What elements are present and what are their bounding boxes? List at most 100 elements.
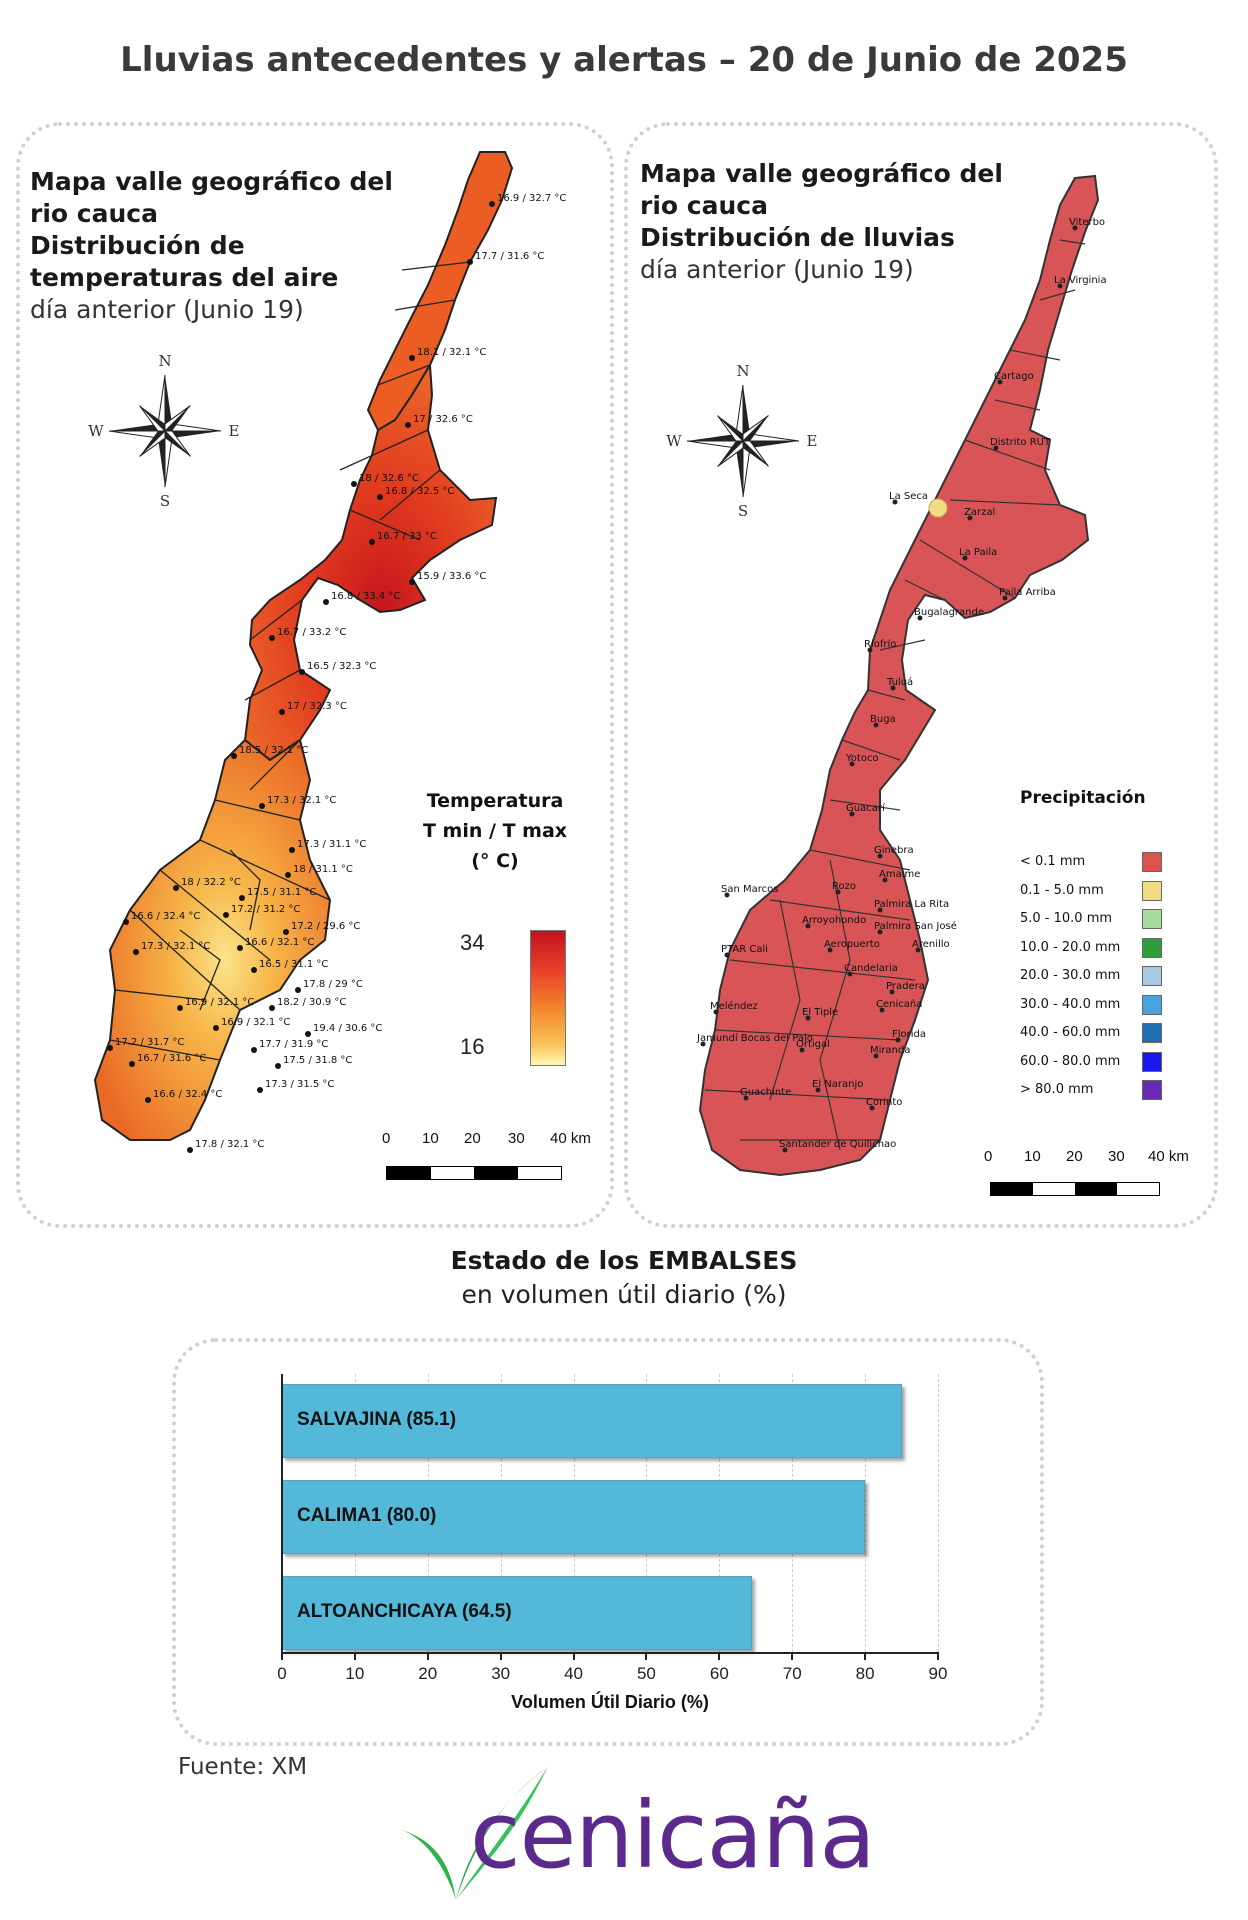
legend-swatch (1142, 966, 1162, 986)
temp-scale-bar (386, 1166, 562, 1180)
chart-x-tick-label: 0 (277, 1664, 287, 1683)
chart-x-tick-label: 60 (709, 1664, 729, 1683)
compass-e: E (229, 422, 240, 440)
scale-label: 30 (508, 1130, 525, 1147)
cenicana-logo-leaf-icon (402, 1766, 548, 1900)
compass-w: W (666, 432, 682, 450)
legend-item-label: > 80.0 mm (1020, 1082, 1094, 1097)
rain-title-line1: Mapa valle geográfico del (640, 159, 1003, 188)
temp-subtitle: día anterior (Junio 19) (30, 295, 304, 324)
scale-label: 10 (1024, 1148, 1041, 1165)
chart-x-tick-label: 70 (782, 1664, 802, 1683)
temperature-map-title: Mapa valle geográfico del rio cauca Dist… (30, 166, 410, 326)
compass-e: E (807, 432, 818, 450)
chart-x-tick (353, 1652, 356, 1660)
chart-x-tick-label: 50 (636, 1664, 656, 1683)
scale-label: 20 (464, 1130, 481, 1147)
rain-title-line3: Distribución de lluvias (640, 223, 955, 252)
temperature-legend-title: Temperatura T min / T max (° C) (420, 786, 570, 876)
cenicana-logo-text: cenicaña (470, 1782, 876, 1889)
temp-legend-max: 34 (460, 930, 485, 955)
temp-title-line1: Mapa valle geográfico del (30, 167, 393, 196)
rain-map-title: Mapa valle geográfico del rio cauca Dist… (640, 158, 1040, 286)
page-title: Lluvias antecedentes y alertas – 20 de J… (120, 40, 1128, 80)
reservoir-bar: CALIMA1 (80.0) (282, 1480, 866, 1554)
reservoir-bar-label: SALVAJINA (85.1) (297, 1409, 457, 1430)
legend-item-label: 10.0 - 20.0 mm (1020, 939, 1121, 955)
chart-x-tick (864, 1652, 867, 1660)
scale-label: 0 (382, 1130, 391, 1147)
scale-label: 30 (1108, 1148, 1125, 1165)
chart-x-tick-label: 40 (564, 1664, 583, 1683)
precipitation-legend-item: 20.0 - 30.0 mm (1020, 966, 1170, 986)
chart-gridline (938, 1374, 939, 1652)
legend-item-label: 30.0 - 40.0 mm (1020, 996, 1121, 1012)
legend-swatch (1142, 909, 1162, 929)
precipitation-legend-item: 10.0 - 20.0 mm (1020, 937, 1170, 958)
temp-legend-line2: T min / T max (422, 820, 568, 842)
chart-x-tick-label: 30 (491, 1664, 511, 1683)
chart-y-axis (281, 1374, 283, 1654)
legend-item-label: < 0.1 mm (1020, 854, 1086, 869)
temperature-map-panel (16, 122, 614, 1228)
chart-x-tick-label: 80 (855, 1664, 875, 1683)
precipitation-legend-title: Precipitación (1020, 788, 1146, 808)
precipitation-legend-item: < 0.1 mm (1020, 852, 1170, 872)
reservoir-subtitle: en volumen útil diario (%) (461, 1280, 787, 1309)
temp-legend-min: 16 (460, 1034, 485, 1059)
legend-swatch (1142, 1051, 1162, 1072)
chart-x-tick-label: 10 (345, 1664, 365, 1683)
legend-item-label: 0.1 - 5.0 mm (1020, 882, 1104, 898)
scale-label: 40 km (1148, 1148, 1189, 1165)
chart-x-tick (572, 1652, 575, 1660)
chart-x-tick (426, 1652, 429, 1660)
temp-legend-line3: (° C) (471, 850, 519, 872)
chart-x-axis (282, 1652, 937, 1654)
scale-label: 20 (1066, 1148, 1083, 1165)
precipitation-legend-item: 60.0 - 80.0 mm (1020, 1051, 1170, 1072)
compass-n: N (158, 352, 171, 370)
scale-label: 0 (984, 1148, 993, 1165)
scale-label: 40 km (550, 1130, 591, 1147)
legend-swatch (1142, 1023, 1162, 1043)
precipitation-legend-item: 0.1 - 5.0 mm (1020, 880, 1170, 901)
compass-rose-rain: N S E W (666, 362, 818, 520)
compass-s: S (738, 502, 748, 520)
temp-legend-line1: Temperatura (426, 790, 564, 812)
legend-swatch (1142, 1080, 1162, 1100)
precipitation-legend-item: > 80.0 mm (1020, 1080, 1170, 1100)
rain-title-line2: rio cauca (640, 191, 768, 220)
chart-x-tick (791, 1652, 794, 1660)
reservoir-bar-label: CALIMA1 (80.0) (297, 1505, 437, 1526)
legend-swatch (1142, 852, 1162, 872)
reservoir-chart-panel (172, 1338, 1044, 1746)
legend-item-label: 5.0 - 10.0 mm (1020, 911, 1113, 926)
chart-x-tick (937, 1652, 939, 1660)
legend-swatch (1142, 937, 1162, 958)
scale-label: 10 (422, 1130, 439, 1147)
chart-x-tick-label: 90 (928, 1664, 948, 1683)
precipitation-legend-item: 40.0 - 60.0 mm (1020, 1023, 1170, 1043)
compass-w: W (88, 422, 104, 440)
compass-s: S (160, 492, 170, 510)
reservoir-title: Estado de los EMBALSES (450, 1246, 798, 1275)
legend-item-label: 40.0 - 60.0 mm (1020, 1025, 1121, 1040)
chart-gridline (865, 1374, 867, 1652)
chart-x-tick (281, 1652, 283, 1660)
chart-x-tick-label: 20 (418, 1664, 438, 1683)
legend-swatch (1142, 994, 1162, 1015)
compass-rose-temp: N S E W (88, 352, 240, 510)
legend-item-label: 60.0 - 80.0 mm (1020, 1053, 1121, 1069)
chart-x-tick (645, 1652, 648, 1660)
legend-swatch (1142, 880, 1162, 901)
temp-title-line2: rio cauca (30, 199, 158, 228)
chart-x-tick (499, 1652, 502, 1660)
reservoir-bar: SALVAJINA (85.1) (282, 1384, 903, 1458)
source-note: Fuente: XM (178, 1754, 308, 1780)
compass-n: N (736, 362, 749, 380)
rain-map-panel (624, 122, 1218, 1228)
rain-scale-bar (990, 1182, 1160, 1196)
reservoir-bar-label: ALTOANCHICAYA (64.5) (297, 1601, 512, 1622)
legend-item-label: 20.0 - 30.0 mm (1020, 968, 1121, 983)
reservoir-bar: ALTOANCHICAYA (64.5) (282, 1576, 753, 1650)
